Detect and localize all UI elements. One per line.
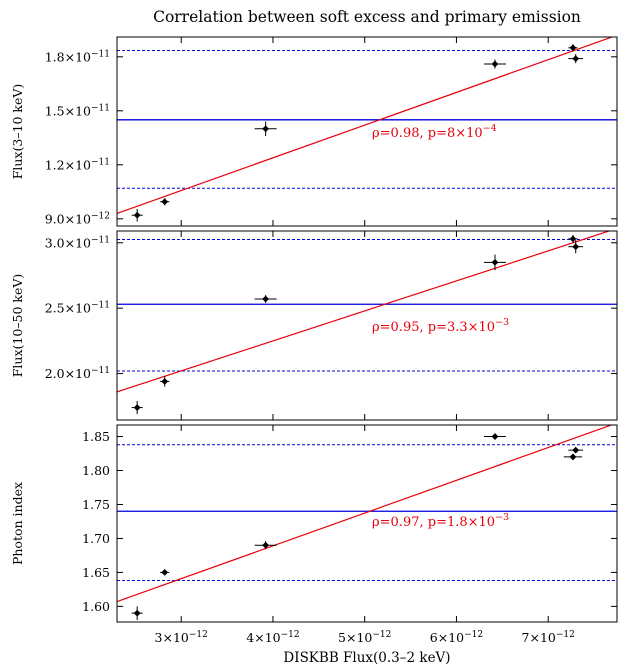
y-tick-label: 1.5×10−11 xyxy=(45,103,110,118)
correlation-annotation: ρ=0.97, p=1.8×10−3 xyxy=(372,512,509,530)
data-marker xyxy=(262,125,270,133)
plot-area xyxy=(117,231,617,415)
data-point xyxy=(568,54,584,64)
y-tick-label: 1.2×10−11 xyxy=(45,157,110,172)
y-axis-label: Flux(3–10 keV) xyxy=(10,84,25,180)
y-tick-label: 1.70 xyxy=(82,531,110,546)
x-tick-label: 5×10−12 xyxy=(338,630,391,645)
data-point xyxy=(568,240,584,254)
data-marker xyxy=(491,433,499,440)
data-marker xyxy=(262,541,270,549)
data-point xyxy=(254,295,277,303)
correlation-annotation: ρ=0.95, p=3.3×10−3 xyxy=(372,317,509,335)
y-tick-label: 1.75 xyxy=(82,497,110,512)
panel-2: 2.0×10−11 2.5×10−11 3.0×10−11 Flux(10–50 ke… xyxy=(10,230,618,421)
data-point xyxy=(483,433,506,440)
panel-1: 9.0×10−12 1.2×10−11 1.5×10−11 1.8×10−11 Flux… xyxy=(10,36,618,227)
data-point xyxy=(483,59,506,69)
data-marker xyxy=(133,211,141,219)
panel-frame xyxy=(116,36,618,227)
chart-title: Correlation between soft excess and prim… xyxy=(153,8,581,26)
y-tick-label: 1.8×10−11 xyxy=(45,49,110,64)
y-tick-label: 1.80 xyxy=(82,463,110,478)
data-marker xyxy=(569,235,577,243)
x-tick-label: 7×10−12 xyxy=(522,630,575,645)
y-axis-label: Flux(10–50 keV) xyxy=(10,274,25,378)
chart-panels: 9.0×10−12 1.2×10−11 1.5×10−11 1.8×10−11 Flux… xyxy=(10,36,618,645)
data-point xyxy=(131,208,143,222)
y-tick-label: 1.60 xyxy=(82,599,110,614)
data-marker xyxy=(572,446,580,454)
x-tick-label: 4×10−12 xyxy=(246,630,299,645)
panel-frame xyxy=(116,424,618,623)
data-point xyxy=(160,376,170,387)
panel-3: 1.60 1.65 1.70 1.75 1.80 1.85 3×10−12 4×10−12 5×… xyxy=(10,424,618,645)
y-tick-label: 2.5×10−11 xyxy=(45,301,110,316)
data-marker xyxy=(569,44,577,52)
data-point xyxy=(568,446,584,454)
data-point xyxy=(160,198,170,206)
data-marker xyxy=(491,258,499,266)
x-tick-label: 6×10−12 xyxy=(430,630,483,645)
y-tick-label: 1.65 xyxy=(82,565,110,580)
data-point xyxy=(568,44,578,52)
data-point xyxy=(563,453,583,461)
data-marker xyxy=(161,378,169,385)
data-marker xyxy=(572,243,580,251)
y-tick-label: 3.0×10−11 xyxy=(45,235,110,250)
data-marker xyxy=(569,453,577,461)
data-point xyxy=(160,569,170,576)
y-tick-label: 9.0×10−12 xyxy=(45,211,110,226)
x-tick-label: 3×10−12 xyxy=(155,630,208,645)
data-point xyxy=(254,121,277,136)
data-marker xyxy=(161,198,169,206)
data-marker xyxy=(133,609,141,617)
y-axis-label: Photon index xyxy=(10,482,25,565)
data-marker xyxy=(491,60,499,68)
data-marker xyxy=(133,404,141,411)
data-point xyxy=(131,606,143,620)
fit-line xyxy=(117,37,614,214)
data-point xyxy=(254,541,277,550)
panel-frame xyxy=(116,230,618,421)
data-marker xyxy=(161,569,169,576)
y-tick-label: 1.85 xyxy=(82,429,110,444)
data-marker xyxy=(572,55,580,62)
correlation-annotation: ρ=0.98, p=8×10−4 xyxy=(372,123,497,141)
plot-area xyxy=(117,37,617,222)
x-axis-label: DISKBB Flux(0.3–2 keV) xyxy=(283,650,450,666)
data-point xyxy=(568,234,578,243)
plot-area xyxy=(117,425,617,620)
y-tick-label: 2.0×10−11 xyxy=(45,366,110,381)
data-marker xyxy=(262,295,270,303)
fit-line xyxy=(117,231,611,393)
data-point xyxy=(131,401,143,415)
fit-line xyxy=(117,425,614,603)
data-point xyxy=(483,254,506,271)
